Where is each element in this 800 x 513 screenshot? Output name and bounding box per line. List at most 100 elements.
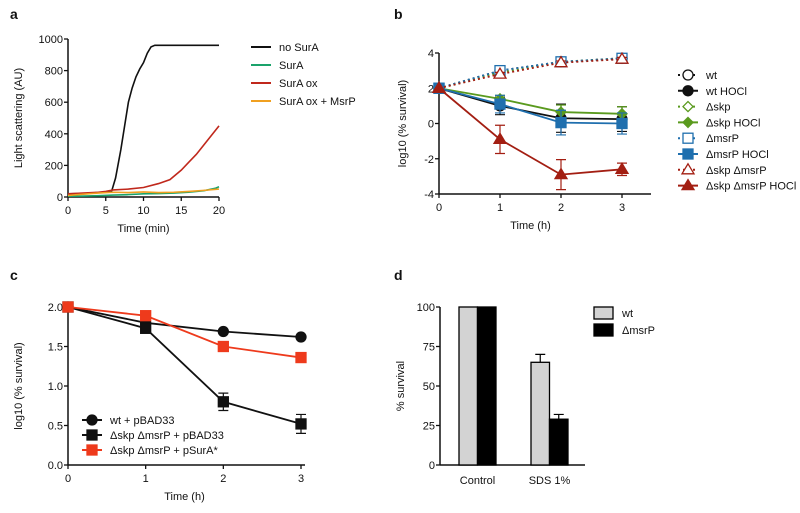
data-point [140,322,152,334]
legend-item: ΔmsrP HOCl [678,148,769,161]
series-line [67,44,219,195]
x-tick-label: 1 [497,202,503,214]
x-tick-label: 2 [220,473,226,485]
data-point [616,117,628,130]
panel-a-chart: 0 200 400 600 800 1000 0 5 10 15 20 Time (min) Light… [13,34,356,235]
series-6 [431,51,630,93]
legend-label: ΔmsrP [706,133,739,145]
data-point [555,116,567,129]
legend-item: no SurA [251,42,319,54]
y-axis-label: Light scattering (AU) [13,68,25,168]
series-2 [62,301,307,364]
legend-marker [680,162,696,175]
legend-label: Δskp ΔmsrP [706,165,767,177]
legend-item: wt HOCl [678,85,747,98]
y-axis-label: log10 (% survival) [397,80,409,167]
y-tick-label: 75 [423,342,435,354]
series-0 [433,52,628,94]
legend-marker [682,148,694,160]
legend-item: Δskp HOCl [678,116,760,129]
series-3 [433,82,628,122]
legend-label: Δskp HOCl [706,117,760,129]
y-tick-label: 800 [45,66,63,78]
series-2 [67,125,220,195]
legend-label: Δskp ΔmsrP + pSurA* [110,445,218,457]
bar [530,361,551,466]
data-point [492,132,508,145]
legend-label: wt HOCl [705,86,747,98]
legend-label: no SurA [279,42,319,54]
legend-label: Δskp [706,102,730,114]
data-point [553,167,569,180]
legend-marker [86,414,98,426]
x-tick-label: 3 [298,473,304,485]
y-tick-label: 600 [45,97,63,109]
y-tick-label: 0.5 [48,421,63,433]
panel-label-a: a [10,6,18,22]
data-point [295,418,307,430]
y-tick-label: -4 [424,189,434,201]
data-point [614,162,630,174]
series-line [438,58,623,90]
data-point [553,55,569,68]
y-tick-label: 4 [428,48,434,60]
legend-item: Δskp ΔmsrP [678,162,767,177]
y-tick-label: -2 [424,154,434,166]
data-point [431,80,447,93]
series-line [438,57,623,90]
panel-d-chart: 0 25 50 75 100 % survival Control SDS 1% wt ΔmsrP [395,302,655,487]
legend-label: SurA ox + MsrP [279,96,356,108]
panel-b-chart: -4 -2 0 2 4 0 1 2 3 Time (h) log10 (% survival) wt w… [397,48,796,232]
series-line [438,57,623,90]
data-point [140,310,152,322]
legend-item: SurA ox [251,78,318,90]
legend-marker [86,444,98,456]
series-4 [433,52,628,94]
panel-label-c: c [10,267,18,283]
series-1 [62,301,307,434]
series-line [67,306,302,359]
x-axis-label: Time (min) [117,223,169,235]
legend-item: Δskp [678,100,730,114]
x-tick-label: 2 [558,202,564,214]
series-line [438,87,623,115]
x-tick-label: 15 [175,205,187,217]
x-tick-label: 5 [103,205,109,217]
series-line [438,87,623,176]
series-7 [431,80,630,191]
legend-marker [682,100,694,113]
legend-item: ΔmsrP [678,132,739,145]
legend-label: SurA ox [279,78,318,90]
x-tick-label: 20 [213,205,225,217]
legend-marker [86,429,98,441]
y-tick-label: 100 [417,302,435,314]
x-tick-label: 10 [137,205,149,217]
legend-item: Δskp ΔmsrP + pBAD33 [82,429,224,442]
series-line [438,87,623,125]
legend-marker [682,85,694,97]
legend-label: Δskp ΔmsrP + pBAD33 [110,430,224,442]
series-line [67,125,220,195]
y-tick-label: 1.0 [48,381,63,393]
legend-item: wt [678,69,717,82]
legend-item: wt + pBAD33 [82,414,175,427]
error-bar [553,413,564,420]
error-bar [535,353,546,363]
y-tick-label: 0 [428,119,434,131]
legend-swatch [593,306,614,320]
series-2 [433,52,628,95]
legend-marker [680,178,696,191]
x-tick-label: 0 [65,473,71,485]
y-tick-label: 2 [428,83,434,95]
y-tick-label: 0 [57,192,63,204]
legend-label: SurA [279,60,304,72]
legend-swatch [593,323,614,337]
y-tick-label: 0.0 [48,460,63,472]
x-tick-label: 0 [436,202,442,214]
data-point [295,351,307,364]
series-0 [62,301,307,343]
bar [476,306,497,466]
y-tick-label: 25 [423,421,435,433]
x-tick-label: 1 [143,473,149,485]
series-line [67,306,302,338]
